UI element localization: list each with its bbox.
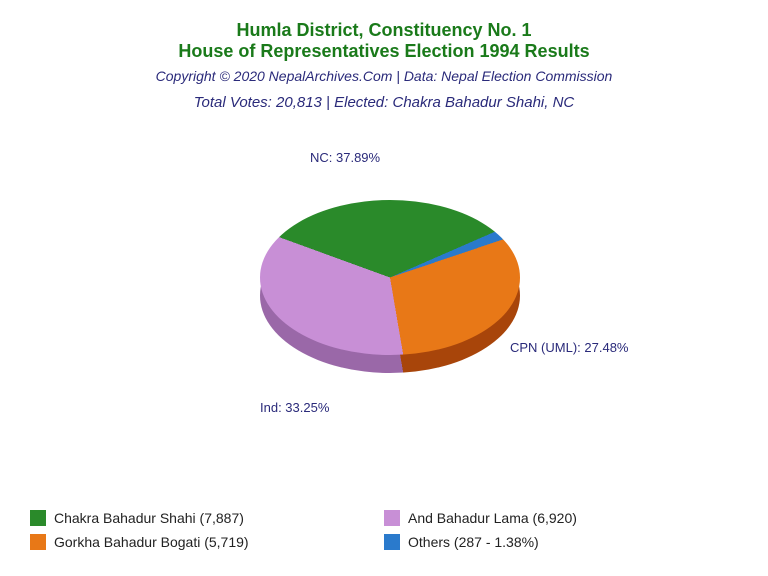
title-line-2: House of Representatives Election 1994 R…: [0, 41, 768, 62]
copyright-line: Copyright © 2020 NepalArchives.Com | Dat…: [0, 68, 768, 84]
pie-chart: [200, 170, 560, 490]
slice-label-nc: NC: 37.89%: [310, 150, 380, 165]
legend-text: And Bahadur Lama (6,920): [408, 510, 577, 526]
slice-label-ind: Ind: 33.25%: [260, 400, 329, 415]
legend: Chakra Bahadur Shahi (7,887) And Bahadur…: [30, 510, 738, 558]
legend-text: Others (287 - 1.38%): [408, 534, 539, 550]
title-line-1: Humla District, Constituency No. 1: [0, 20, 768, 41]
legend-swatch: [384, 510, 400, 526]
legend-text: Gorkha Bahadur Bogati (5,719): [54, 534, 249, 550]
slice-label-cpn: CPN (UML): 27.48%: [510, 340, 628, 355]
pie-top-layer: [260, 200, 520, 355]
legend-swatch: [30, 510, 46, 526]
pie-container: [260, 200, 520, 400]
legend-item: Others (287 - 1.38%): [384, 534, 738, 550]
summary-line: Total Votes: 20,813 | Elected: Chakra Ba…: [0, 94, 768, 111]
legend-item: And Bahadur Lama (6,920): [384, 510, 738, 526]
legend-swatch: [384, 534, 400, 550]
legend-swatch: [30, 534, 46, 550]
header-block: Humla District, Constituency No. 1 House…: [0, 0, 768, 111]
legend-item: Gorkha Bahadur Bogati (5,719): [30, 534, 384, 550]
legend-item: Chakra Bahadur Shahi (7,887): [30, 510, 384, 526]
legend-text: Chakra Bahadur Shahi (7,887): [54, 510, 244, 526]
